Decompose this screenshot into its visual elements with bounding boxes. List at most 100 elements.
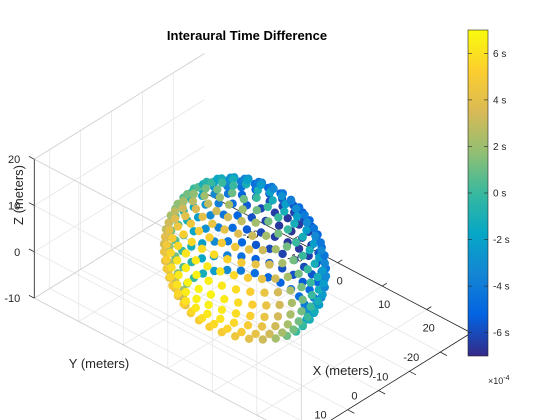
data-point	[283, 320, 292, 329]
data-point	[310, 259, 319, 268]
data-point	[165, 226, 174, 235]
colorbar-tick-label: -2 s	[493, 235, 510, 246]
data-point	[297, 307, 306, 316]
data-point	[298, 232, 307, 241]
data-point	[159, 247, 169, 256]
data-point	[309, 224, 319, 233]
data-point	[258, 335, 267, 344]
z-axis-label: Z (meters)	[11, 165, 26, 225]
data-point	[251, 218, 260, 227]
data-point	[181, 287, 191, 297]
x-tick-label: 0	[337, 276, 343, 288]
y-axis-line	[330, 332, 472, 420]
data-point	[243, 273, 253, 282]
data-point	[307, 291, 316, 300]
data-point	[237, 238, 247, 247]
data-point	[229, 318, 239, 327]
grid-line	[256, 309, 427, 416]
data-point	[215, 193, 225, 202]
data-point	[206, 211, 215, 220]
data-point	[252, 193, 261, 202]
data-point	[231, 332, 240, 341]
data-point	[292, 212, 302, 221]
data-point	[198, 269, 208, 278]
colorbar-tick-label: 2 s	[493, 142, 506, 153]
data-point	[258, 246, 267, 255]
data-point	[280, 207, 289, 216]
data-point	[262, 231, 271, 240]
data-point	[208, 219, 217, 228]
data-point	[273, 312, 283, 321]
z-tick	[28, 202, 35, 206]
y-tick	[378, 390, 386, 395]
data-point	[186, 219, 195, 228]
data-point	[298, 251, 307, 260]
data-point	[287, 298, 297, 308]
data-point	[313, 296, 322, 306]
data-point	[306, 278, 315, 287]
data-point	[320, 259, 329, 268]
data-point	[268, 196, 277, 205]
data-point	[313, 272, 322, 282]
z-tick	[28, 156, 35, 160]
data-point	[269, 184, 278, 193]
data-point	[216, 314, 225, 324]
data-point	[250, 269, 259, 278]
data-point	[265, 244, 274, 253]
data-point	[286, 310, 295, 319]
data-point	[217, 305, 227, 314]
data-point	[271, 334, 280, 343]
z-tick-label: -10	[4, 293, 20, 305]
data-point	[251, 260, 260, 269]
data-point	[248, 231, 257, 240]
data-point	[317, 246, 326, 255]
data-point	[260, 288, 269, 297]
data-point	[229, 175, 238, 184]
data-point	[229, 181, 238, 190]
data-point	[187, 237, 196, 247]
data-point	[286, 286, 295, 295]
data-point	[251, 329, 260, 339]
data-point	[278, 328, 287, 337]
y-tick-label: -20	[403, 352, 419, 364]
data-point	[303, 265, 312, 274]
data-point	[274, 229, 283, 238]
data-point	[231, 309, 241, 318]
data-point	[271, 322, 280, 331]
data-point	[294, 269, 303, 278]
data-point	[203, 262, 212, 271]
data-point	[173, 241, 183, 251]
data-point	[194, 226, 204, 236]
colorbar: 6 s 4 s 2 s 0 s -2 s -4 s -6 s ×10-4	[467, 29, 510, 386]
data-point	[212, 206, 221, 216]
data-point	[191, 256, 200, 265]
data-point	[166, 272, 175, 281]
data-point	[217, 281, 227, 290]
data-point	[224, 200, 234, 209]
data-point	[229, 271, 239, 280]
data-point	[162, 255, 171, 264]
data-point	[265, 260, 274, 269]
data-point	[237, 217, 246, 226]
data-point	[217, 238, 226, 248]
data-point	[290, 219, 299, 228]
data-point	[164, 218, 173, 227]
data-point	[302, 218, 312, 227]
grid-line	[111, 249, 379, 391]
data-point	[274, 221, 284, 230]
data-point	[223, 265, 232, 275]
data-point	[309, 239, 319, 248]
data-point	[201, 224, 210, 233]
data-point	[297, 282, 306, 292]
data-point	[234, 229, 243, 238]
data-point	[283, 272, 292, 282]
data-point	[273, 288, 283, 297]
box-edge	[34, 53, 205, 160]
data-point	[223, 255, 232, 264]
data-point	[179, 196, 188, 205]
colorbar-ticks: 6 s 4 s 2 s 0 s -2 s -4 s -6 s	[468, 49, 510, 339]
data-point	[283, 225, 293, 234]
grid-line	[34, 145, 205, 253]
data-point	[274, 213, 283, 222]
data-point	[204, 300, 213, 310]
